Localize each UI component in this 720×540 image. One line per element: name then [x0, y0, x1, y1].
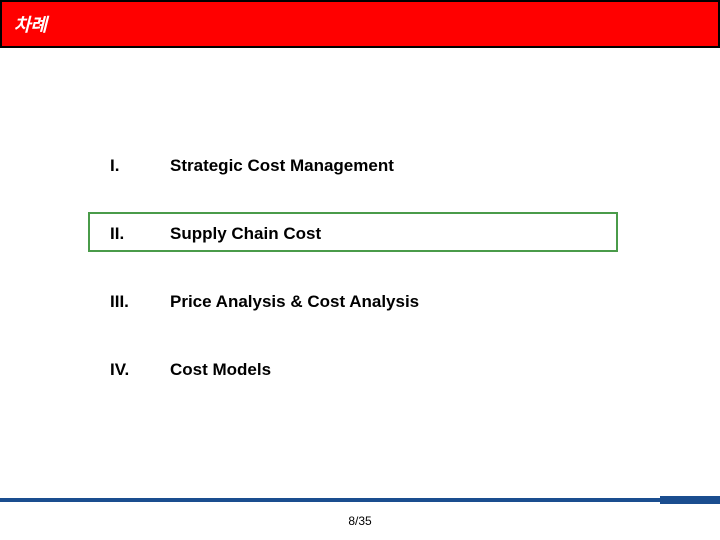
toc-label: Cost Models: [170, 360, 271, 380]
toc-label: Price Analysis & Cost Analysis: [170, 292, 419, 312]
toc-item: I. Strategic Cost Management: [110, 148, 720, 184]
toc-item: IV. Cost Models: [110, 352, 720, 388]
toc-label: Strategic Cost Management: [170, 156, 394, 176]
header-title: 차례: [14, 11, 47, 37]
footer-line: [0, 498, 720, 502]
toc-numeral: IV.: [110, 360, 170, 380]
toc-item: II. Supply Chain Cost: [110, 216, 720, 252]
header-bar: 차례: [0, 0, 720, 48]
toc-item: III. Price Analysis & Cost Analysis: [110, 284, 720, 320]
toc-numeral: I.: [110, 156, 170, 176]
toc-content: I. Strategic Cost Management II. Supply …: [0, 48, 720, 388]
page-number: 8/35: [0, 514, 720, 528]
toc-numeral: II.: [110, 224, 170, 244]
toc-label: Supply Chain Cost: [170, 224, 321, 244]
toc-numeral: III.: [110, 292, 170, 312]
